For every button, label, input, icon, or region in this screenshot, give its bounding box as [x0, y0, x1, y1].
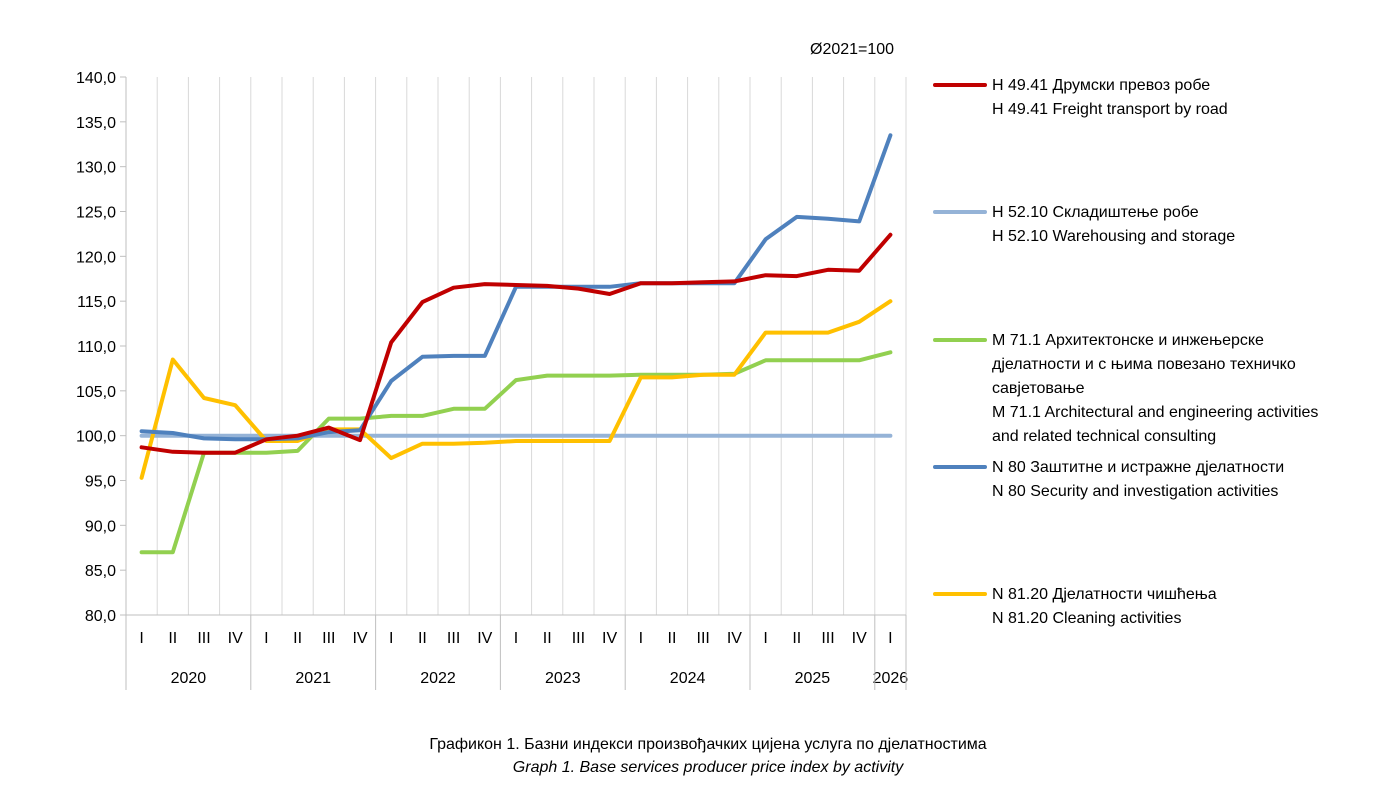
base-note: Ø2021=100 [810, 41, 894, 58]
legend: H 49.41 Друмски превоз робе H 49.41 Frei… [933, 77, 1318, 627]
x-quarter-label: IV [352, 630, 367, 647]
x-quarter-label: I [763, 630, 767, 647]
x-axis-quarter-labels: I II III IV I II III IV I II III IV I II III IV I II III IV… [139, 630, 892, 647]
y-tick-label: 115,0 [77, 294, 116, 311]
x-axis-year-labels: 2020 2021 2022 2023 2024 2025 2026 [171, 670, 909, 687]
x-axis-year-separators [250, 615, 907, 690]
x-quarter-label: II [293, 630, 302, 647]
x-year-label: 2023 [545, 670, 581, 687]
x-quarter-label: III [572, 630, 585, 647]
x-quarter-label: I [264, 630, 268, 647]
x-year-label: 2024 [670, 670, 706, 687]
x-quarter-label: IV [602, 630, 617, 647]
chart-caption-en: Graph 1. Base services producer price in… [513, 759, 904, 776]
x-quarter-label: II [418, 630, 427, 647]
legend-architecture-en-1: M 71.1 Architectural and engineering act… [992, 404, 1318, 421]
x-quarter-label: III [697, 630, 710, 647]
y-tick-label: 100,0 [76, 429, 116, 446]
x-quarter-label: II [792, 630, 801, 647]
legend-warehousing-en: H 52.10 Warehousing and storage [992, 228, 1235, 245]
x-quarter-label: III [447, 630, 460, 647]
x-quarter-label: III [197, 630, 210, 647]
x-year-label: 2025 [795, 670, 831, 687]
x-quarter-label: I [389, 630, 393, 647]
legend-architecture-sr-3: савјетовање [992, 380, 1085, 397]
legend-warehousing-sr: H 52.10 Складиштење робе [992, 204, 1199, 221]
legend-freight-sr: H 49.41 Друмски превоз робе [992, 77, 1210, 94]
y-tick-label: 90,0 [85, 518, 116, 535]
y-tick-label: 125,0 [76, 205, 116, 222]
x-year-label: 2026 [873, 670, 909, 687]
x-year-label: 2022 [420, 670, 456, 687]
x-quarter-label: IV [477, 630, 492, 647]
x-quarter-label: I [888, 630, 892, 647]
series-line-3 [139, 133, 893, 442]
x-year-label: 2021 [295, 670, 331, 687]
y-tick-label: 85,0 [85, 563, 116, 580]
x-quarter-label: I [139, 630, 143, 647]
vertical-gridlines [156, 77, 907, 615]
y-tick-label: 130,0 [76, 160, 116, 177]
legend-architecture-sr-1: M 71.1 Архитектонске и инжењерске [992, 332, 1264, 349]
y-tick-label: 140,0 [76, 70, 116, 87]
y-tick-label: 95,0 [85, 474, 116, 491]
x-quarter-label: II [543, 630, 552, 647]
legend-security-en: N 80 Security and investigation activiti… [992, 483, 1278, 500]
x-quarter-label: III [322, 630, 335, 647]
x-quarter-label: II [668, 630, 677, 647]
legend-security-sr: N 80 Заштитне и истражне дјелатности [992, 459, 1284, 476]
series-lines [139, 133, 893, 555]
legend-cleaning-en: N 81.20 Cleaning activities [992, 610, 1181, 627]
x-year-label: 2020 [171, 670, 207, 687]
y-tick-label: 120,0 [76, 249, 116, 266]
legend-architecture-en-2: and related technical consulting [992, 428, 1216, 445]
x-quarter-label: I [514, 630, 518, 647]
x-quarter-label: IV [727, 630, 742, 647]
y-tick-label: 135,0 [76, 115, 116, 132]
legend-architecture-sr-2: дјелатности и с њима повезано техничко [992, 356, 1296, 373]
y-tick-label: 80,0 [85, 608, 116, 625]
chart-caption-sr: Графикон 1. Базни индекси произвођачких … [429, 736, 986, 753]
x-quarter-label: I [639, 630, 643, 647]
y-tick-label: 110,0 [77, 339, 116, 356]
x-quarter-label: IV [228, 630, 243, 647]
legend-cleaning-sr: N 81.20 Дјелатности чишћења [992, 586, 1217, 603]
series-line-0 [139, 232, 893, 455]
x-quarter-label: II [168, 630, 177, 647]
y-axis-ticks: 80,0 85,0 90,0 95,0 100,0 105,0 110,0 115,0 120,… [76, 70, 126, 625]
series-line-2 [139, 350, 893, 555]
x-quarter-label: IV [852, 630, 867, 647]
legend-freight-en: H 49.41 Freight transport by road [992, 101, 1228, 118]
x-quarter-label: III [821, 630, 834, 647]
y-tick-label: 105,0 [76, 384, 116, 401]
